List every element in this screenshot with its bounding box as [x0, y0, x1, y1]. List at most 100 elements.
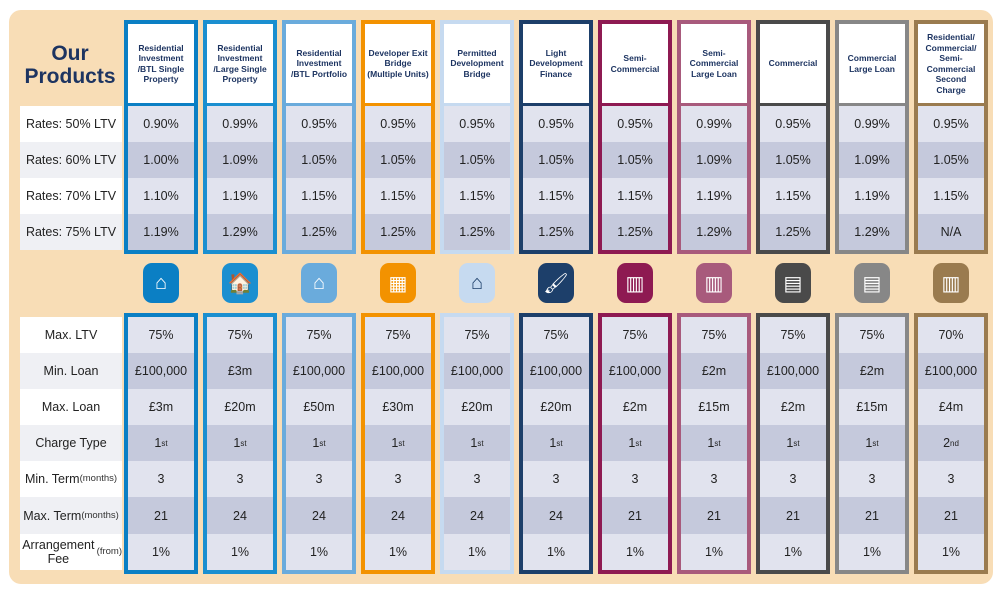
- max-ltv-cell: 75%: [444, 317, 510, 354]
- value: 1: [549, 436, 557, 451]
- rate-cell: 1.05%: [918, 142, 984, 178]
- value: 1: [154, 436, 162, 451]
- rate-cell: 1.25%: [286, 214, 352, 250]
- value: 3: [710, 472, 718, 487]
- value: 3: [868, 472, 876, 487]
- rate-cell: 1.29%: [681, 214, 747, 250]
- product-rates-column: Semi-Commercial Large Loan 0.99% 1.09% 1.19…: [677, 20, 751, 254]
- rate-cell: 0.95%: [286, 106, 352, 142]
- max-loan-cell: £15m: [681, 389, 747, 426]
- product-name: Semi-Commercial Large Loan: [681, 24, 747, 106]
- mixed-building-icon: ▥: [696, 263, 732, 303]
- rate-cell: 0.95%: [918, 106, 984, 142]
- value: 21: [865, 508, 879, 523]
- min-term-cell: 3: [128, 461, 194, 498]
- min-loan-cell: £100,000: [444, 353, 510, 390]
- max-loan-cell: £15m: [839, 389, 905, 426]
- rate-cell: 1.29%: [839, 214, 905, 250]
- min-loan-cell: £100,000: [918, 353, 984, 390]
- charge-suffix: st: [635, 438, 642, 448]
- product-name: Residential/ Commercial/ Semi-Commercial…: [918, 24, 984, 106]
- product-name: Residential Investment /BTL Portfolio: [286, 24, 352, 106]
- charge-suffix: st: [319, 438, 326, 448]
- value: 1%: [230, 544, 250, 559]
- product-rates-column: Residential/ Commercial/ Semi-Commercial…: [914, 20, 988, 254]
- rate-cell: 0.95%: [760, 106, 826, 142]
- max-ltv-cell: 75%: [681, 317, 747, 354]
- max-ltv-cell: 75%: [523, 317, 589, 354]
- charge-suffix: st: [714, 438, 721, 448]
- value: 3: [473, 472, 481, 487]
- value: 1%: [862, 544, 882, 559]
- max-ltv-cell: 75%: [839, 317, 905, 354]
- value: 75%: [701, 328, 727, 343]
- min-term-cell: 3: [602, 461, 668, 498]
- min-loan-cell: £2m: [681, 353, 747, 390]
- value: £100,000: [134, 364, 188, 379]
- max-term-cell: 24: [365, 497, 431, 534]
- rate-cell: 1.25%: [444, 214, 510, 250]
- value: 1: [470, 436, 478, 451]
- max-loan-cell: £2m: [602, 389, 668, 426]
- value: 21: [154, 508, 168, 523]
- value: 1%: [783, 544, 803, 559]
- value: 3: [631, 472, 639, 487]
- value: 75%: [780, 328, 806, 343]
- detail-label: Charge Type: [20, 425, 122, 462]
- label-main: Min. Loan: [43, 364, 99, 379]
- fee-cell: 1%: [207, 533, 273, 570]
- value: £4m: [938, 400, 964, 415]
- product-name: Developer Exit Bridge (Multiple Units): [365, 24, 431, 106]
- fee-cell: 1%: [681, 533, 747, 570]
- rate-cell: 0.95%: [602, 106, 668, 142]
- value: 3: [552, 472, 560, 487]
- value: 1: [786, 436, 794, 451]
- max-term-cell: 21: [918, 497, 984, 534]
- value: £30m: [382, 400, 414, 415]
- detail-label: Max. LTV: [20, 317, 122, 354]
- value: 24: [312, 508, 326, 523]
- value: 1: [312, 436, 320, 451]
- value: 75%: [859, 328, 885, 343]
- charge-suffix: nd: [950, 438, 959, 448]
- shop-icon: ▤: [775, 263, 811, 303]
- min-term-cell: 3: [839, 461, 905, 498]
- product-rates-column: Semi-Commercial 0.95% 1.05% 1.15% 1.25%: [598, 20, 672, 254]
- value: 21: [786, 508, 800, 523]
- max-term-cell: 24: [207, 497, 273, 534]
- value: 1%: [467, 544, 487, 559]
- value: 75%: [148, 328, 174, 343]
- max-loan-cell: £20m: [207, 389, 273, 426]
- value: 21: [628, 508, 642, 523]
- rate-cell: 0.95%: [365, 106, 431, 142]
- value: 21: [707, 508, 721, 523]
- max-ltv-cell: 75%: [128, 317, 194, 354]
- shop-icon: ▤: [854, 263, 890, 303]
- max-loan-cell: £20m: [523, 389, 589, 426]
- rate-cell: 1.25%: [602, 214, 668, 250]
- product-rates-column: Residential Investment /Large Single Pro…: [203, 20, 277, 254]
- value: 1: [865, 436, 873, 451]
- max-term-cell: 24: [523, 497, 589, 534]
- label-sub: (from): [96, 545, 122, 557]
- rate-cell: 0.99%: [839, 106, 905, 142]
- value: £15m: [698, 400, 730, 415]
- rate-cell: 1.05%: [365, 142, 431, 178]
- value: £100,000: [450, 364, 504, 379]
- label-main: Min. Term: [24, 472, 80, 487]
- max-term-cell: 24: [444, 497, 510, 534]
- value: £20m: [224, 400, 256, 415]
- rate-cell: 0.99%: [207, 106, 273, 142]
- label-sub: (months): [79, 473, 118, 485]
- paint-roller-icon: 🖌: [538, 263, 574, 303]
- rate-cell: 0.90%: [128, 106, 194, 142]
- value: 1%: [625, 544, 645, 559]
- value: 1%: [546, 544, 566, 559]
